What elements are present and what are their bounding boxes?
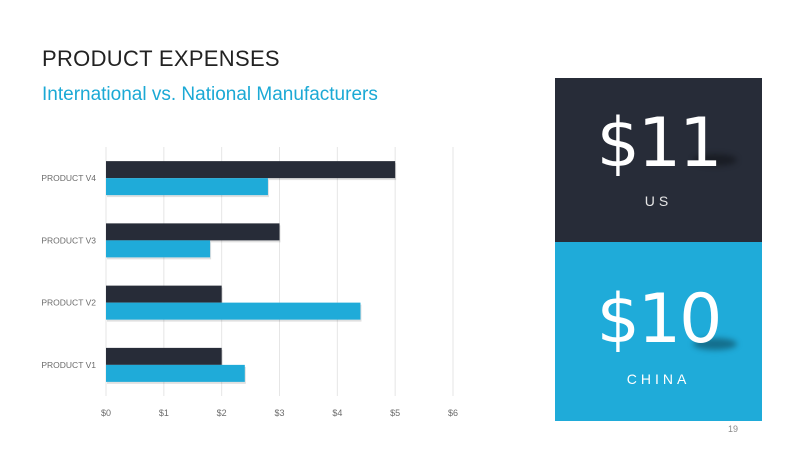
x-tick-label: $2 (217, 408, 227, 418)
chart-y-tick-labels: PRODUCT V1 PRODUCT V2 PRODUCT V3 PRODUCT V4 (41, 173, 96, 370)
chart-bars (106, 161, 397, 384)
y-tick-label: PRODUCT V4 (41, 173, 96, 183)
bar (106, 240, 211, 258)
value-shadow (693, 154, 737, 166)
china-expense-panel: $10 CHINA (555, 242, 762, 421)
y-tick-label: PRODUCT V2 (41, 298, 96, 308)
bar (106, 178, 268, 196)
us-expense-label: US (644, 193, 673, 209)
y-tick-label: PRODUCT V1 (41, 360, 96, 370)
bar (106, 285, 222, 303)
china-expense-label: CHINA (626, 371, 691, 387)
value-shadow (693, 338, 737, 350)
bar (106, 223, 280, 241)
china-expense-value: $10 (596, 280, 723, 359)
x-tick-label: $1 (159, 408, 169, 418)
x-tick-label: $0 (101, 408, 111, 418)
y-tick-label: PRODUCT V3 (41, 235, 96, 245)
bar (106, 347, 222, 365)
x-tick-label: $5 (390, 408, 400, 418)
slide-title: PRODUCT EXPENSES (42, 46, 280, 71)
us-expense-value: $11 (596, 104, 723, 183)
bar (106, 302, 361, 320)
chart-x-tick-labels: $0 $1 $2 $3 $4 $5 $6 (101, 408, 458, 418)
x-tick-label: $6 (448, 408, 458, 418)
us-expense-panel: $11 US (555, 78, 762, 242)
bar (106, 161, 396, 179)
x-tick-label: $4 (332, 408, 342, 418)
x-tick-label: $3 (274, 408, 284, 418)
bar (106, 364, 245, 382)
slide-subtitle: International vs. National Manufacturers (42, 84, 378, 105)
page-number: 19 (728, 424, 739, 434)
